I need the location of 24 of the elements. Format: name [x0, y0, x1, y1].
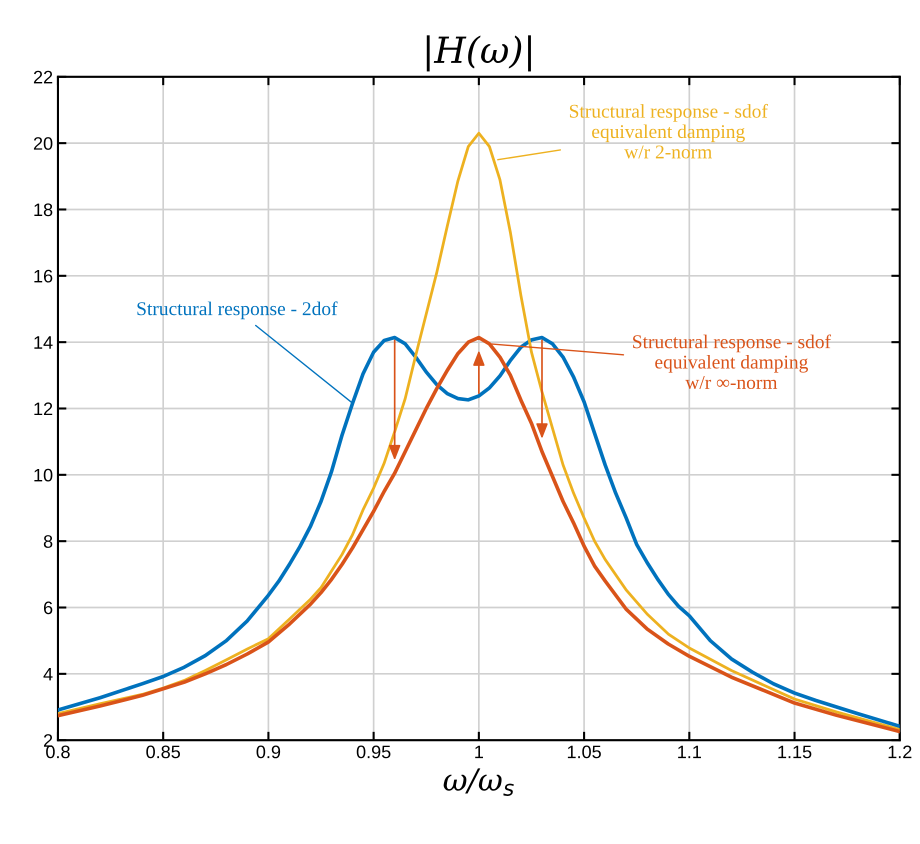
- y-tick-label: 16: [34, 270, 52, 283]
- y-tick-label: 12: [34, 402, 52, 416]
- y-tick-label: 20: [34, 137, 52, 150]
- y-tick-label: 18: [34, 203, 52, 216]
- y-tick-label: 10: [34, 468, 52, 482]
- x-tick-label: 1.2: [888, 746, 912, 758]
- x-tick-label: 0.9: [256, 746, 280, 758]
- y-tick-label: 8: [44, 535, 52, 548]
- y-tick-label: 14: [34, 336, 53, 349]
- chart-title: |H(ω)|: [426, 35, 531, 72]
- x-axis-title: ω/ω$_{s}$: [444, 768, 514, 796]
- x-tick-label: 1: [475, 746, 483, 758]
- annotation: Structural response - sdof equivalent damping w/r 2-norm: [570, 104, 768, 159]
- y-tick-label: 4: [43, 668, 53, 680]
- y-tick-label: 22: [34, 70, 52, 84]
- x-tick-label: 1.1: [678, 746, 701, 758]
- x-tick-label: 0.95: [356, 746, 390, 758]
- annotation: Structural response - sdof equivalent damping w/r ∞-norm: [633, 334, 832, 390]
- y-tick-label: 6: [44, 601, 52, 614]
- x-tick-label: 0.8: [46, 746, 70, 758]
- x-tick-label: 1.05: [568, 746, 601, 758]
- annotation: Structural response - 2dof: [137, 301, 338, 320]
- x-tick-label: 0.85: [146, 746, 180, 758]
- x-tick-label: 1.15: [778, 746, 812, 758]
